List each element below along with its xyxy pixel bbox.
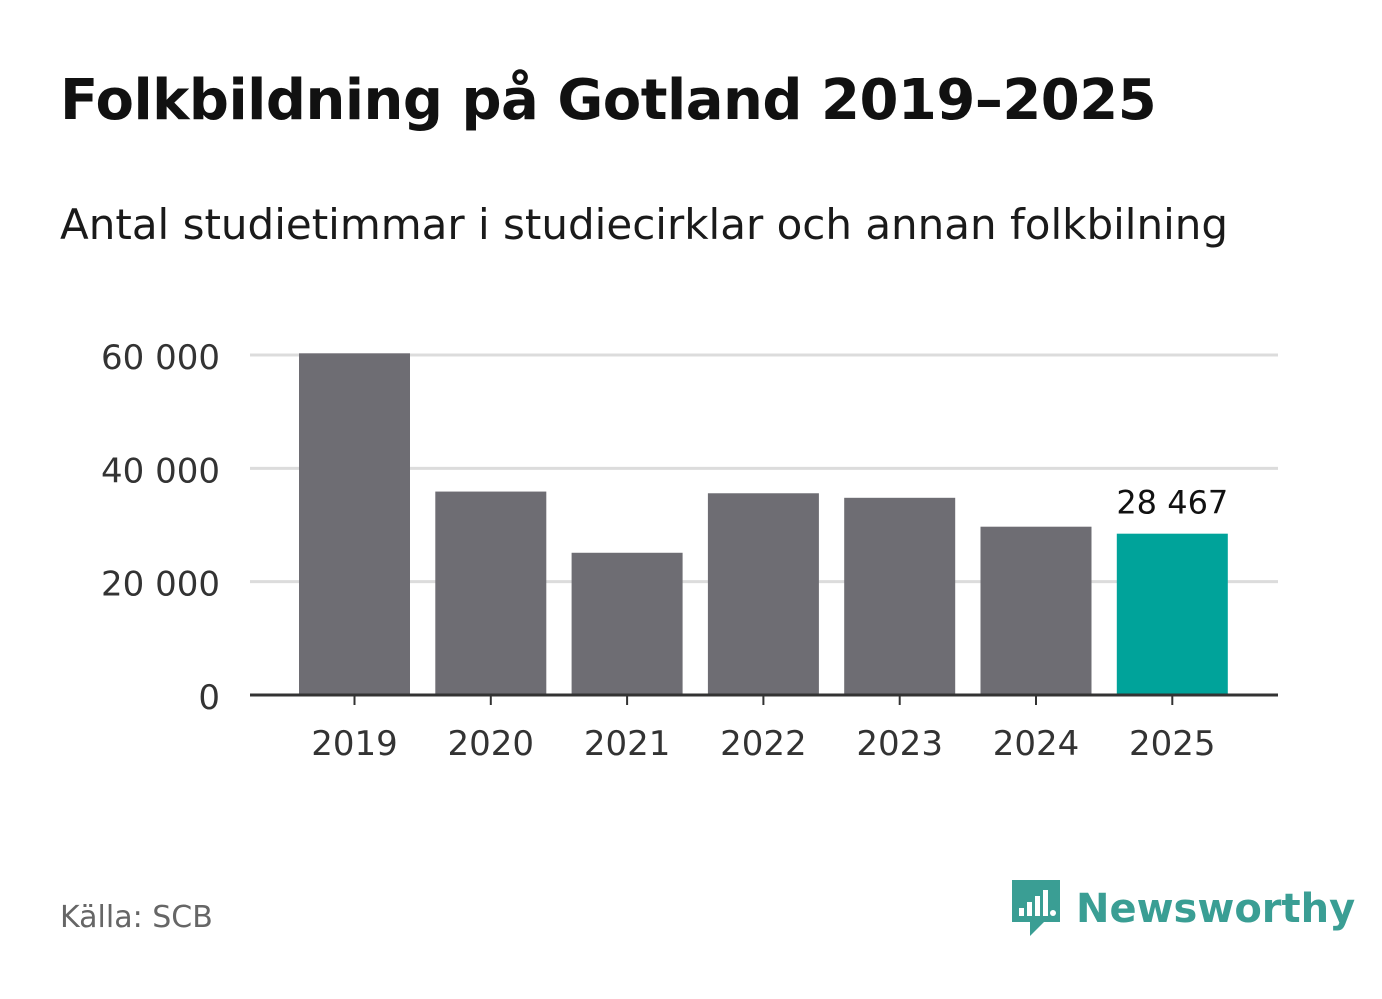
x-tick-label: 2025 bbox=[1129, 724, 1216, 764]
source-note: Källa: SCB bbox=[60, 900, 213, 935]
chart-subtitle: Antal studietimmar i studiecirklar och a… bbox=[60, 200, 1229, 249]
bar-2024 bbox=[980, 526, 1092, 695]
bar-2021 bbox=[571, 552, 683, 695]
newsworthy-logo[interactable]: Newsworthy bbox=[1010, 878, 1355, 940]
bar-2020 bbox=[435, 491, 547, 695]
x-tick-label: 2024 bbox=[993, 724, 1080, 764]
bar-2025 bbox=[1116, 533, 1228, 695]
newsworthy-logo-icon bbox=[1012, 880, 1060, 936]
x-tick-label: 2023 bbox=[856, 724, 943, 764]
data-label: 28 467 bbox=[1116, 484, 1228, 522]
y-tick-label: 40 000 bbox=[101, 451, 220, 491]
bars bbox=[250, 353, 1278, 697]
x-tick-label: 2022 bbox=[720, 724, 807, 764]
y-tick-label: 20 000 bbox=[101, 565, 220, 605]
x-tick-label: 2019 bbox=[311, 724, 398, 764]
bar-2023 bbox=[844, 497, 956, 695]
labels: 0 20 000 40 000 60 000 2019 2020 2021 2022 2023 2… bbox=[101, 338, 1228, 764]
brand-name: Newsworthy bbox=[1076, 886, 1356, 932]
x-tick-label: 2020 bbox=[448, 724, 535, 764]
y-tick-label: 60 000 bbox=[101, 338, 220, 378]
bar-2022 bbox=[707, 493, 819, 695]
y-tick-label: 0 bbox=[198, 678, 220, 718]
x-tick-label: 2021 bbox=[584, 724, 671, 764]
chart-title: Folkbildning på Gotland 2019–2025 bbox=[60, 68, 1157, 133]
bar-2019 bbox=[299, 353, 410, 695]
